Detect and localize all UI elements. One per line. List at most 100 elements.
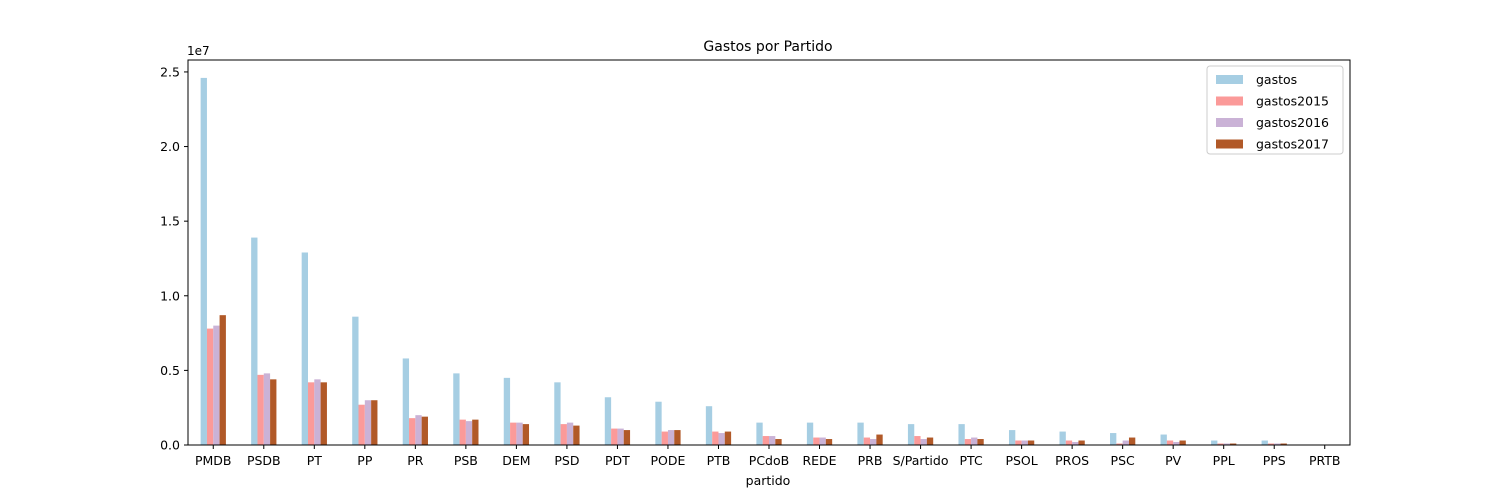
bar-gastos2017-4 bbox=[422, 417, 428, 445]
bar-gastos2016-1 bbox=[264, 373, 270, 445]
bar-gastos-2 bbox=[302, 253, 308, 446]
x-tick-label: REDE bbox=[802, 453, 836, 468]
x-tick-label: PRTB bbox=[1309, 453, 1341, 468]
x-tick-label: PSOL bbox=[1005, 453, 1037, 468]
bar-gastos2016-2 bbox=[314, 379, 320, 445]
x-tick-label: DEM bbox=[502, 453, 530, 468]
bar-gastos2016-14 bbox=[921, 439, 927, 445]
bar-gastos2015-11 bbox=[763, 436, 769, 445]
bar-gastos2017-19 bbox=[1179, 441, 1185, 445]
x-tick-label: PPL bbox=[1213, 453, 1235, 468]
bar-gastos2017-17 bbox=[1078, 441, 1084, 445]
chart-title: Gastos por Partido bbox=[703, 39, 832, 55]
bar-gastos2015-17 bbox=[1066, 441, 1072, 445]
bar-gastos-18 bbox=[1110, 433, 1116, 445]
bar-gastos2015-5 bbox=[460, 420, 466, 445]
bar-gastos2015-0 bbox=[207, 329, 213, 445]
bar-gastos2015-7 bbox=[561, 424, 567, 445]
bar-gastos-7 bbox=[554, 382, 560, 445]
x-tick-label: PP bbox=[357, 453, 373, 468]
bar-gastos2015-19 bbox=[1167, 441, 1173, 445]
bar-gastos2015-1 bbox=[257, 375, 263, 445]
bar-gastos2017-0 bbox=[220, 315, 226, 445]
bar-gastos2016-13 bbox=[870, 439, 876, 445]
bar-gastos-11 bbox=[756, 423, 762, 445]
x-tick-label: PROS bbox=[1055, 453, 1089, 468]
y-offset-label: 1e7 bbox=[187, 44, 210, 58]
bar-gastos2016-12 bbox=[820, 438, 826, 445]
bar-gastos-8 bbox=[605, 397, 611, 445]
bars-layer bbox=[201, 78, 1338, 445]
bar-gastos-21 bbox=[1262, 441, 1268, 445]
bar-gastos2015-3 bbox=[359, 405, 365, 445]
bar-gastos2015-10 bbox=[712, 432, 718, 445]
bar-gastos-3 bbox=[352, 317, 358, 445]
x-tick-label: PMDB bbox=[195, 453, 232, 468]
bar-gastos-9 bbox=[655, 402, 661, 445]
bar-gastos-16 bbox=[1009, 430, 1015, 445]
bar-gastos2015-12 bbox=[813, 438, 819, 445]
bar-gastos2015-16 bbox=[1015, 441, 1021, 445]
bar-gastos2016-3 bbox=[365, 400, 371, 445]
legend-swatch-gastos bbox=[1216, 75, 1243, 84]
y-axis-ticks: 0.00.51.01.52.02.5 bbox=[160, 64, 188, 452]
bar-gastos2016-10 bbox=[718, 433, 724, 445]
bar-gastos-0 bbox=[201, 78, 207, 445]
legend-label-gastos2017: gastos2017 bbox=[1256, 137, 1329, 152]
bar-gastos2015-2 bbox=[308, 382, 314, 445]
legend-swatch-gastos2015 bbox=[1216, 97, 1243, 106]
bar-gastos2017-13 bbox=[876, 435, 882, 445]
x-tick-label: PDT bbox=[605, 453, 630, 468]
bar-gastos2017-1 bbox=[270, 379, 276, 445]
y-tick-label: 0.0 bbox=[160, 438, 180, 453]
bar-gastos-19 bbox=[1161, 435, 1167, 445]
bar-gastos-17 bbox=[1060, 432, 1066, 445]
bar-gastos-10 bbox=[706, 406, 712, 445]
bar-gastos2016-7 bbox=[567, 423, 573, 445]
bar-gastos2017-15 bbox=[977, 439, 983, 445]
x-tick-label: PV bbox=[1165, 453, 1182, 468]
legend-label-gastos2016: gastos2016 bbox=[1256, 115, 1329, 130]
legend-label-gastos2015: gastos2015 bbox=[1256, 94, 1329, 109]
bar-gastos-4 bbox=[403, 358, 409, 445]
x-tick-label: PCdoB bbox=[749, 453, 789, 468]
bar-gastos2017-6 bbox=[523, 424, 529, 445]
x-tick-label: PSDB bbox=[247, 453, 281, 468]
bar-gastos2017-7 bbox=[573, 426, 579, 445]
bar-gastos2017-16 bbox=[1028, 441, 1034, 445]
bar-gastos2016-9 bbox=[668, 430, 674, 445]
bar-gastos2015-9 bbox=[662, 432, 668, 445]
bar-gastos2017-11 bbox=[775, 439, 781, 445]
bar-gastos2016-18 bbox=[1123, 441, 1129, 445]
x-tick-label: PRB bbox=[858, 453, 883, 468]
bar-gastos2016-0 bbox=[213, 326, 219, 445]
bar-gastos2015-6 bbox=[510, 423, 516, 445]
bar-gastos2017-14 bbox=[927, 438, 933, 445]
bar-gastos-5 bbox=[453, 373, 459, 445]
y-tick-label: 1.0 bbox=[160, 288, 180, 303]
plot-frame bbox=[188, 60, 1350, 445]
bar-gastos2017-10 bbox=[725, 432, 731, 445]
y-tick-label: 0.5 bbox=[160, 363, 180, 378]
bar-gastos2015-4 bbox=[409, 418, 415, 445]
bar-gastos2017-5 bbox=[472, 420, 478, 445]
bar-gastos2015-14 bbox=[914, 436, 920, 445]
bar-gastos2016-4 bbox=[415, 415, 421, 445]
bar-gastos2015-15 bbox=[965, 439, 971, 445]
x-tick-label: PTB bbox=[707, 453, 731, 468]
bar-gastos-1 bbox=[251, 238, 257, 445]
legend-swatch-gastos2017 bbox=[1216, 140, 1243, 149]
x-tick-label: PSB bbox=[454, 453, 478, 468]
x-tick-label: PT bbox=[307, 453, 323, 468]
bar-gastos2017-3 bbox=[371, 400, 377, 445]
bar-gastos2015-13 bbox=[864, 438, 870, 445]
legend: gastos gastos2015 gastos2016 gastos2017 bbox=[1207, 66, 1343, 154]
x-tick-label: S/Partido bbox=[893, 453, 949, 468]
bar-gastos-15 bbox=[958, 424, 964, 445]
bar-gastos2017-12 bbox=[826, 439, 832, 445]
bar-gastos2016-6 bbox=[516, 423, 522, 445]
legend-swatch-gastos2016 bbox=[1216, 118, 1243, 127]
bar-gastos2016-11 bbox=[769, 436, 775, 445]
legend-label-gastos: gastos bbox=[1256, 72, 1297, 87]
